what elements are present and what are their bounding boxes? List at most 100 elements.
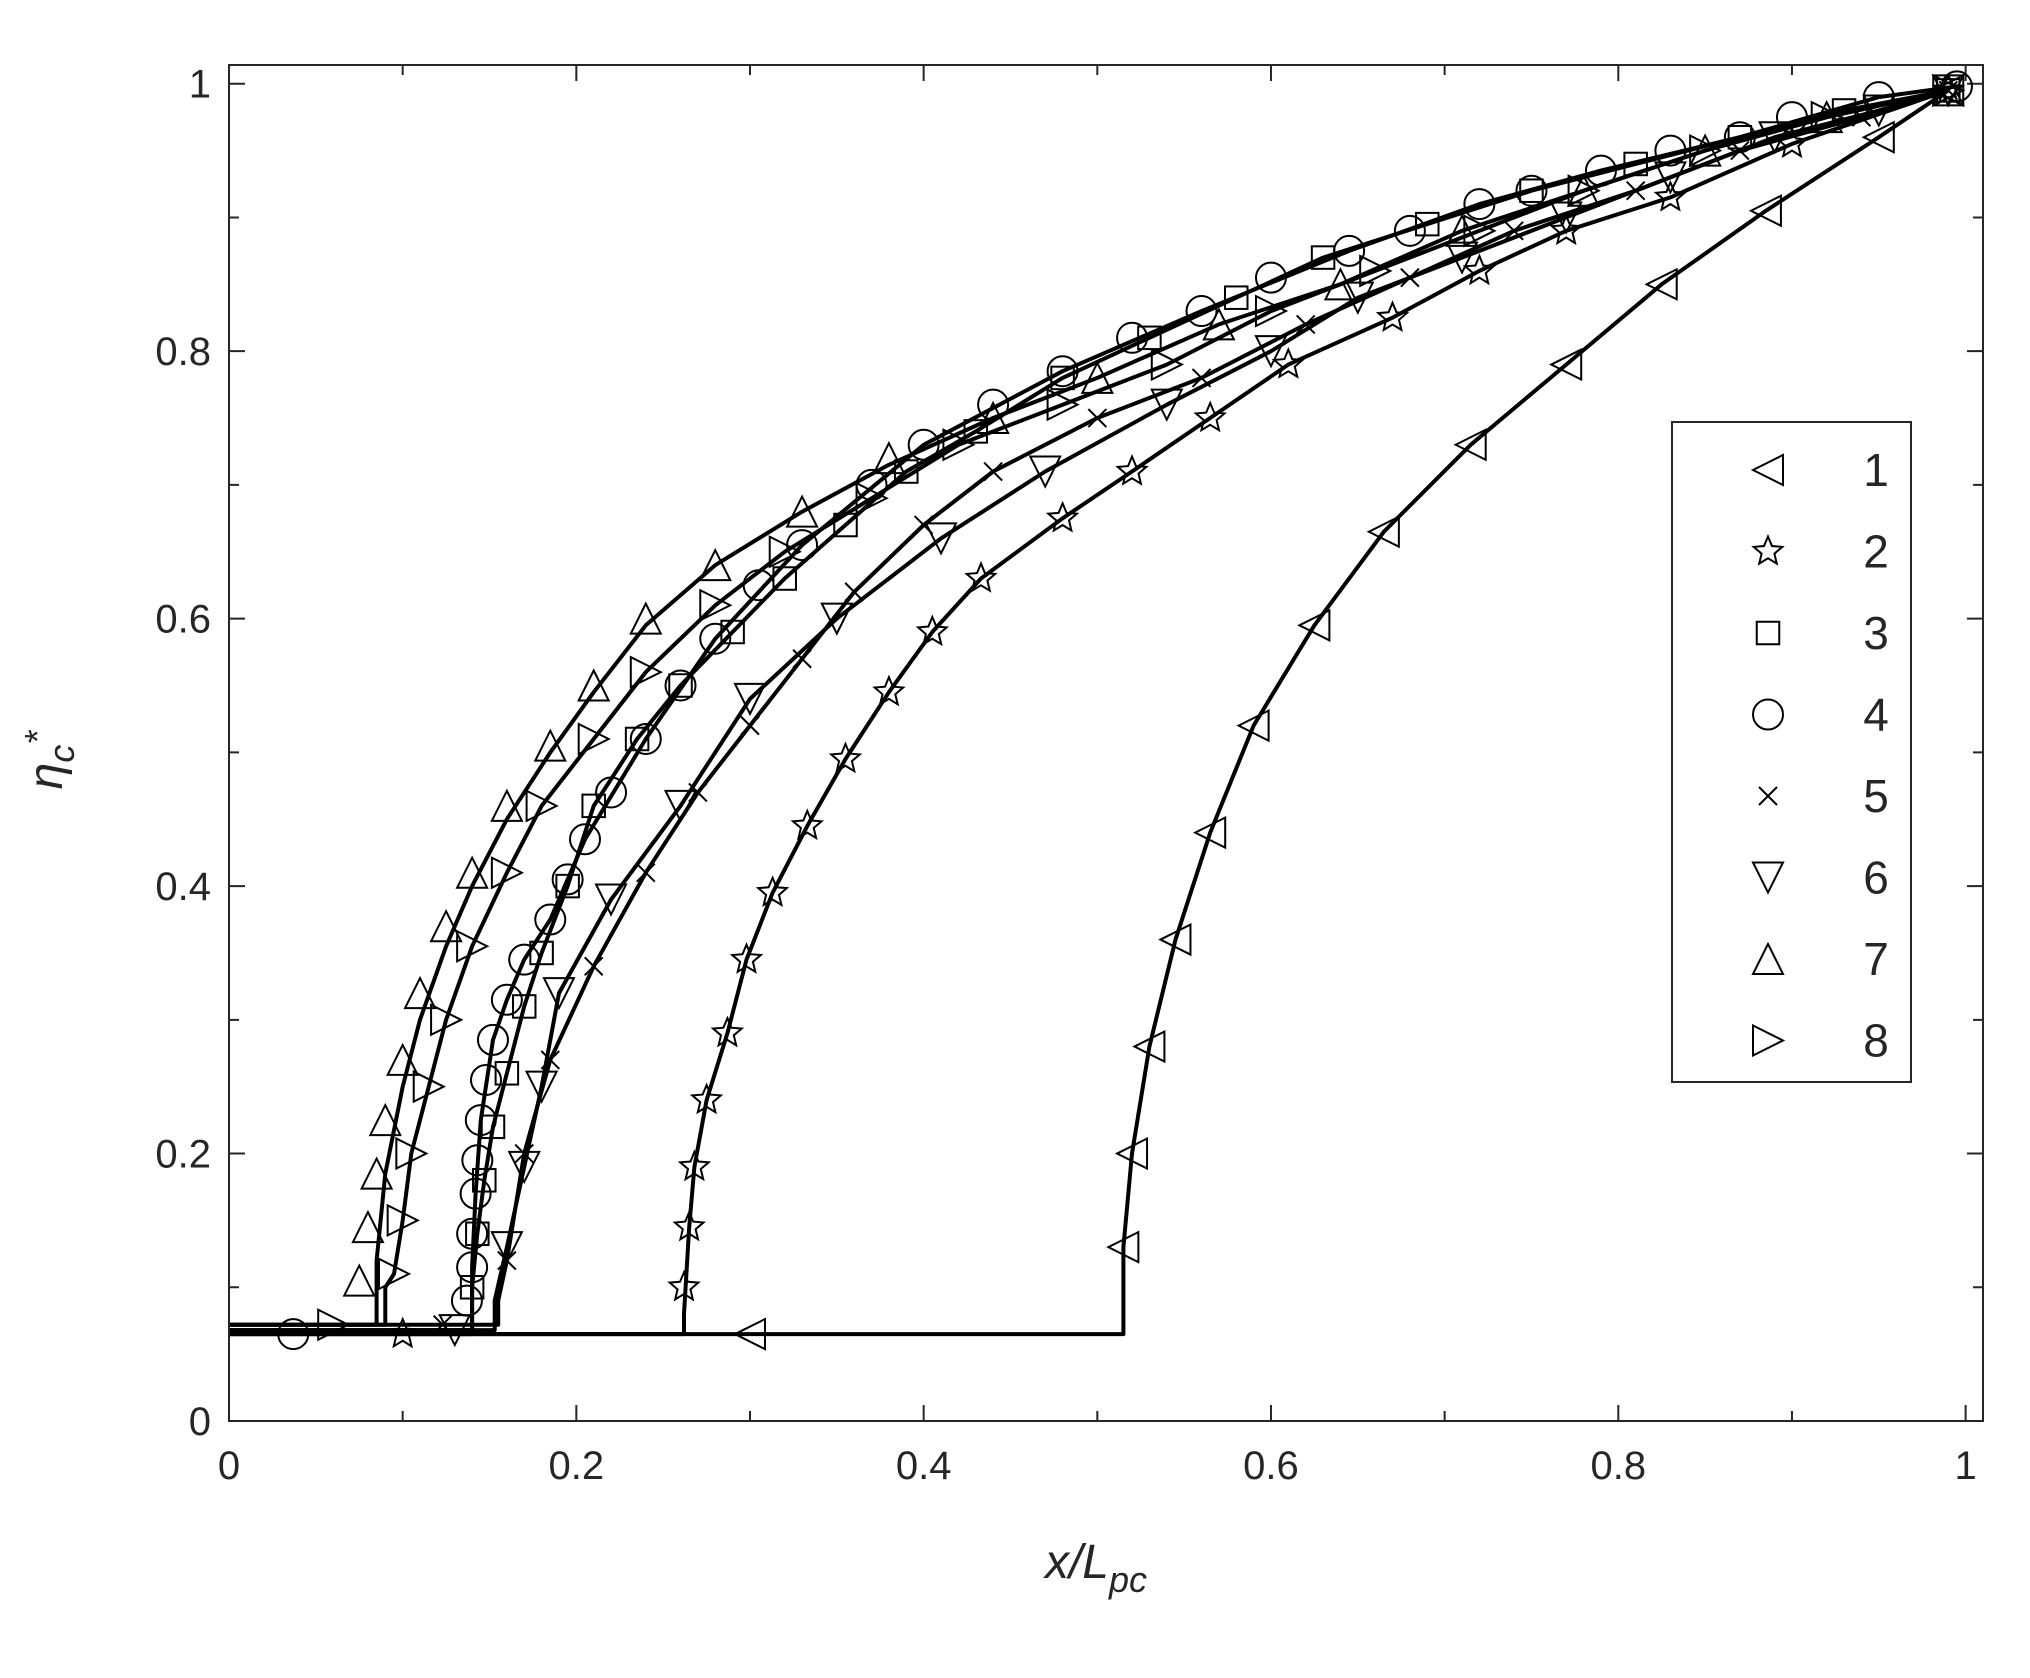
x-tick-label: 0.4	[896, 1444, 952, 1488]
legend-marker	[1751, 941, 1785, 975]
data-point	[1851, 107, 1872, 127]
data-point	[1297, 608, 1331, 642]
data-point	[461, 1144, 494, 1177]
data-point	[663, 789, 698, 824]
data-point	[698, 547, 732, 582]
data-point	[429, 908, 463, 943]
data-point	[385, 1316, 420, 1349]
data-point	[351, 1209, 385, 1244]
legend-marker	[1752, 1023, 1786, 1058]
data-point	[833, 512, 858, 538]
data-point	[907, 428, 940, 461]
data-point	[1046, 355, 1079, 388]
data-point	[1254, 335, 1288, 369]
data-point	[1028, 455, 1062, 489]
data-point	[1333, 234, 1366, 267]
x-label-sub: pc	[1108, 1559, 1147, 1600]
legend-marker	[1752, 698, 1784, 731]
data-point	[820, 602, 854, 636]
series-line	[229, 88, 1949, 1327]
data-point	[1150, 347, 1185, 382]
data-point	[438, 1314, 472, 1348]
data-point	[733, 682, 767, 717]
lines	[229, 84, 1958, 1337]
y-axis-label: ηc*	[17, 730, 82, 790]
data-point	[490, 1231, 524, 1265]
data-point	[1623, 151, 1648, 177]
data-point	[1185, 295, 1218, 328]
data-point	[1193, 400, 1227, 433]
data-point	[629, 722, 662, 755]
legend-label: 3	[1863, 607, 1889, 659]
data-point	[1810, 99, 1844, 134]
data-point	[894, 459, 919, 484]
data-point	[317, 1308, 351, 1342]
data-point	[524, 1070, 559, 1104]
data-point	[629, 655, 664, 689]
data-point	[828, 741, 863, 774]
data-point	[1115, 453, 1149, 486]
y-label-main: η	[20, 763, 73, 790]
data-point	[1566, 173, 1601, 207]
data-point	[964, 560, 998, 593]
data-point	[1445, 241, 1479, 275]
data-point	[555, 873, 580, 899]
legend-marker	[1750, 453, 1784, 487]
series-line	[229, 84, 1958, 1337]
legend-label: 5	[1863, 770, 1889, 822]
data-point	[1393, 214, 1426, 247]
data-point	[636, 863, 656, 883]
data-point	[277, 1318, 310, 1351]
data-point	[551, 863, 584, 896]
data-point	[1046, 388, 1080, 422]
data-point	[667, 1269, 701, 1302]
data-point	[1584, 154, 1617, 187]
plot-frame	[228, 64, 1984, 1422]
data-point	[1504, 221, 1524, 241]
legend-label: 2	[1863, 526, 1889, 578]
data-point	[768, 535, 802, 569]
data-point	[1775, 101, 1808, 134]
x-label-main: x/L	[1043, 1536, 1109, 1589]
data-point	[456, 1251, 489, 1284]
data-point	[855, 481, 889, 515]
y-tick-label: 0	[189, 1400, 211, 1444]
data-point	[1689, 133, 1723, 168]
data-point	[1653, 179, 1688, 212]
data-point	[368, 1102, 402, 1137]
data-point	[1202, 307, 1236, 341]
y-label-sup: *	[17, 730, 58, 745]
data-point	[668, 673, 693, 698]
data-point	[1271, 346, 1306, 379]
data-point	[577, 722, 611, 756]
data-point	[729, 942, 764, 974]
data-point	[1400, 267, 1420, 288]
data-point	[1050, 365, 1075, 391]
legend-label: 1	[1863, 444, 1889, 496]
data-point	[507, 1150, 541, 1185]
x-tick-label: 0	[218, 1444, 240, 1488]
data-point	[480, 1114, 506, 1140]
data-point	[533, 728, 567, 762]
data-point	[455, 855, 489, 889]
data-point	[1323, 267, 1358, 301]
data-point	[732, 1317, 766, 1351]
data-point	[569, 823, 602, 856]
data-point	[456, 929, 490, 963]
legend: 1 2 3 4 5 6 7 8	[1671, 421, 1912, 1083]
data-point	[595, 776, 628, 809]
data-point	[1727, 124, 1753, 150]
data-point	[1341, 281, 1375, 315]
data-point	[1191, 368, 1212, 388]
data-point	[740, 715, 760, 736]
data-point	[525, 789, 559, 823]
data-point	[1132, 1029, 1166, 1064]
y-tick-label: 0.6	[155, 598, 211, 642]
data-point	[342, 1263, 376, 1297]
data-point	[1931, 73, 1965, 107]
x-tick-label: 1	[1955, 1444, 1977, 1488]
data-point	[1463, 214, 1497, 248]
ticks: 0 0.2 0.4 0.6 0.8 1 0 0.2 0.4 0.6 0.8 1	[155, 63, 1983, 1488]
data-point	[1375, 300, 1410, 333]
